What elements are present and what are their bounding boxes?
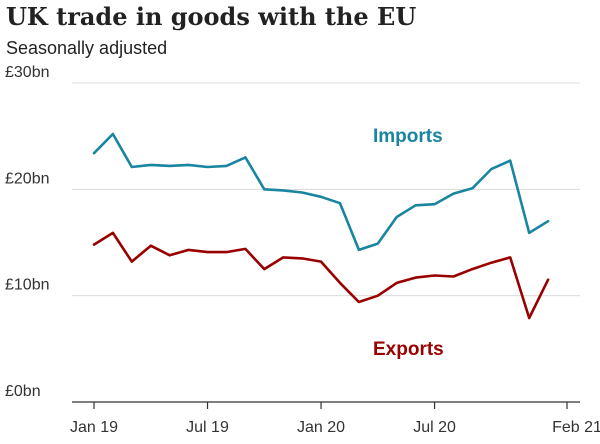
series-lines: [92, 132, 550, 320]
x-tick-label: Jan 20: [297, 419, 345, 436]
y-tick-label: £0bn: [5, 383, 41, 400]
series-label-exports: Exports: [373, 339, 444, 360]
series-label-imports: Imports: [373, 126, 443, 147]
x-axis: Jan 19 Jul 19 Jan 20 Jul 20 Feb 21: [70, 401, 600, 436]
gridlines: £0bn £10bn £20bn £30bn: [5, 64, 580, 400]
series-labels: Imports Exports: [373, 126, 444, 360]
y-tick-label: £30bn: [5, 64, 50, 81]
series-line-exports: [92, 231, 550, 320]
x-tick-label: Jul 19: [186, 419, 229, 436]
y-tick-label: £20bn: [5, 170, 50, 187]
chart-subtitle: Seasonally adjusted: [6, 38, 168, 58]
chart-title: UK trade in goods with the EU: [6, 2, 417, 31]
x-tick-label: Feb 21: [552, 419, 600, 436]
x-tick-label: Jan 19: [70, 419, 118, 436]
series-line-imports: [92, 132, 550, 252]
y-tick-label: £10bn: [5, 277, 50, 294]
x-tick-label: Jul 20: [413, 419, 456, 436]
